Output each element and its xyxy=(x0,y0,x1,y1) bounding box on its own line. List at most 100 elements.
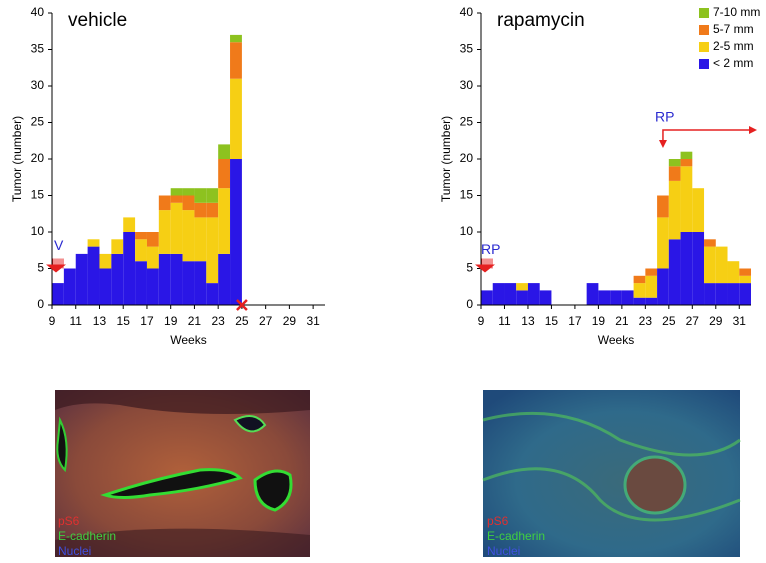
bar-segment xyxy=(170,188,183,196)
y-tick-label: 35 xyxy=(31,42,45,56)
bar-segment xyxy=(516,283,528,291)
x-tick-label: 19 xyxy=(592,314,606,328)
x-tick-label: 15 xyxy=(117,314,131,328)
bar-segment xyxy=(206,217,219,284)
bar-segment xyxy=(182,210,195,262)
bar-segment xyxy=(739,283,751,305)
y-tick-label: 15 xyxy=(460,188,474,202)
bar-segment xyxy=(668,239,681,305)
bar-segment xyxy=(230,42,242,79)
bar-segment xyxy=(182,188,195,196)
image-label: pS6 xyxy=(58,514,80,528)
bar-segment xyxy=(539,290,552,305)
y-tick-label: 20 xyxy=(31,151,45,165)
bar-segment xyxy=(170,202,183,254)
x-tick-label: 21 xyxy=(615,314,629,328)
bar-segment xyxy=(99,253,112,269)
bar-segment xyxy=(230,78,242,159)
x-tick-label: 25 xyxy=(662,314,676,328)
legend-swatch xyxy=(699,8,709,18)
bar-segment xyxy=(218,159,231,189)
bar-segment xyxy=(75,253,88,305)
bar-segment xyxy=(63,268,76,305)
x-tick-label: 23 xyxy=(639,314,653,328)
bar-segment xyxy=(146,246,159,269)
bar-segment xyxy=(230,34,242,43)
bar-segment xyxy=(158,253,171,305)
bar-segment xyxy=(87,239,100,247)
bar-segment xyxy=(158,210,171,254)
x-tick-label: 15 xyxy=(545,314,559,328)
bar-segment xyxy=(680,159,693,167)
micrograph-vehicle xyxy=(55,390,310,557)
x-tick-label: 29 xyxy=(709,314,723,328)
x-tick-label: 9 xyxy=(49,314,56,328)
bar-segment xyxy=(657,268,669,305)
bar-segment xyxy=(668,180,681,240)
y-axis-title: Tumor (number) xyxy=(439,116,453,202)
x-tick-label: 11 xyxy=(70,314,83,328)
bar-segment xyxy=(704,283,716,305)
bar-segment xyxy=(218,188,231,254)
bar-segment xyxy=(170,195,183,203)
bar-segment xyxy=(680,166,693,232)
bar-segment xyxy=(194,202,207,218)
image-label: E-cadherin xyxy=(487,529,545,543)
x-tick-label: 27 xyxy=(686,314,700,328)
bar-segment xyxy=(206,202,219,218)
x-tick-label: 9 xyxy=(478,314,485,328)
bar-segment xyxy=(668,166,681,181)
bar-segment xyxy=(645,297,658,305)
x-axis-title: Weeks xyxy=(598,333,634,347)
bar-segment xyxy=(645,268,658,276)
bar-segment xyxy=(598,290,611,305)
x-tick-label: 27 xyxy=(259,314,273,328)
annotation: V xyxy=(54,237,64,253)
bar-segment xyxy=(194,188,207,203)
bar-segment xyxy=(610,290,622,305)
x-tick-label: 19 xyxy=(164,314,178,328)
x-tick-label: 17 xyxy=(568,314,582,328)
bar-segment xyxy=(182,195,195,211)
y-tick-label: 30 xyxy=(31,78,45,92)
x-tick-label: 23 xyxy=(211,314,225,328)
bar-segment xyxy=(146,232,159,247)
bar-segment xyxy=(727,261,740,284)
bar-segment xyxy=(135,261,147,305)
chart-title: rapamycin xyxy=(497,10,585,31)
bar-segment xyxy=(516,290,528,305)
bar-segment xyxy=(692,232,705,305)
annotation-arrow xyxy=(662,129,753,144)
bar-segment xyxy=(727,283,740,305)
legend-label: 2-5 mm xyxy=(713,39,754,53)
bar-segment xyxy=(52,283,64,305)
bar-segment xyxy=(194,217,207,262)
x-axis-title: Weeks xyxy=(170,333,206,347)
bar-segment xyxy=(657,217,669,269)
bar-segment xyxy=(123,217,136,232)
y-tick-label: 15 xyxy=(31,188,45,202)
bar-segment xyxy=(633,275,646,284)
image-label: Nuclei xyxy=(487,544,520,558)
bar-segment xyxy=(218,253,231,305)
y-axis-title: Tumor (number) xyxy=(10,116,24,202)
image-label: Nuclei xyxy=(58,544,91,558)
y-tick-label: 35 xyxy=(460,42,474,56)
bar-segment xyxy=(492,283,505,305)
bar-segment xyxy=(527,283,540,305)
image-label: pS6 xyxy=(487,514,509,528)
legend-swatch xyxy=(699,42,709,52)
x-tick-label: 29 xyxy=(283,314,297,328)
y-tick-label: 40 xyxy=(460,5,474,19)
bar-segment xyxy=(715,246,728,284)
y-tick-label: 0 xyxy=(37,297,44,311)
annotation-arrow xyxy=(658,140,667,148)
y-tick-label: 30 xyxy=(460,78,474,92)
bar-segment xyxy=(504,283,517,305)
bar-segment xyxy=(230,159,242,305)
annotation-x xyxy=(236,299,248,311)
bar-segment xyxy=(194,261,207,305)
bar-segment xyxy=(218,144,231,159)
x-tick-label: 21 xyxy=(188,314,202,328)
